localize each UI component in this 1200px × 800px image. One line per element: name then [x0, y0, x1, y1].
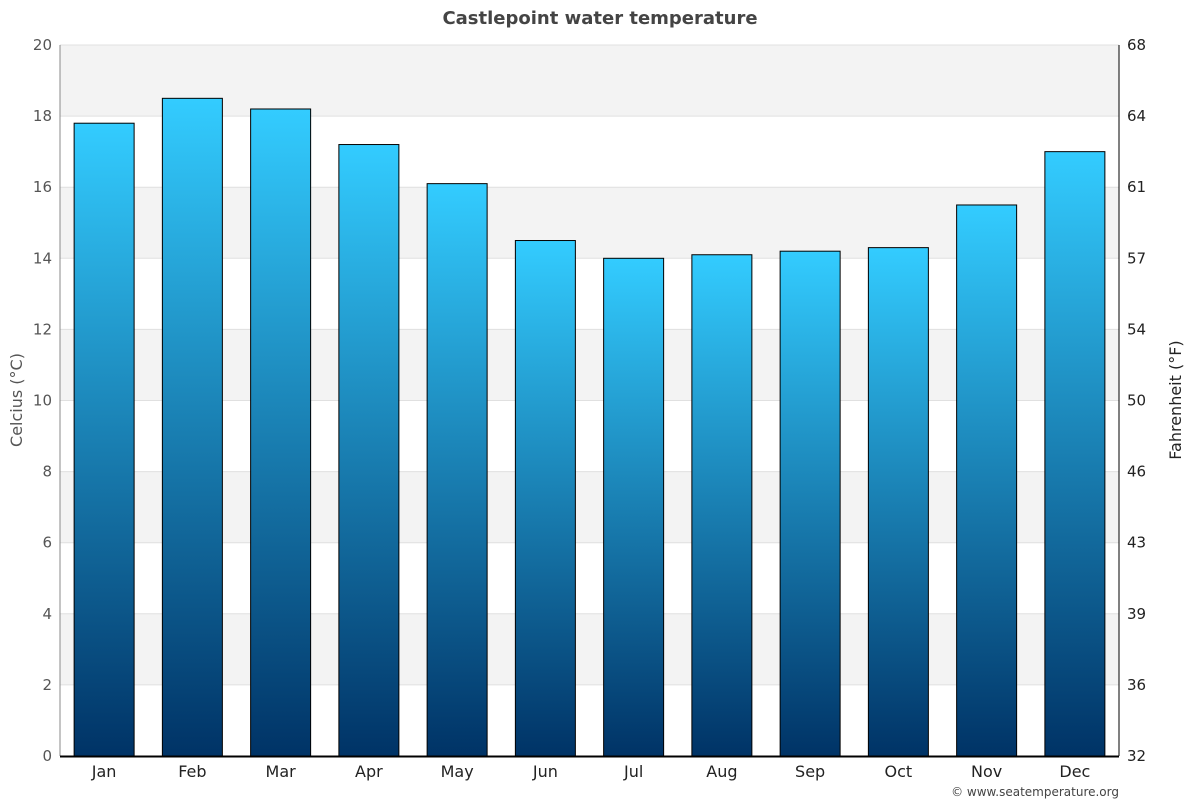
x-tick-label: May — [441, 762, 474, 781]
bar-oct — [867, 247, 929, 757]
y-tick-label: 8 — [42, 463, 52, 481]
x-tick-label: Jan — [91, 762, 117, 781]
y-tick-label: 2 — [42, 676, 52, 694]
x-tick-label: Mar — [266, 762, 297, 781]
x-tick-label: Feb — [178, 762, 206, 781]
grid-band — [60, 45, 1119, 117]
y-tick-label: 14 — [33, 249, 52, 267]
grid-band — [60, 187, 1119, 259]
y2-tick-label: 39 — [1127, 605, 1146, 623]
x-tick-label: Jul — [623, 762, 643, 781]
x-tick-label: Aug — [706, 762, 737, 781]
y-tick-label: 12 — [33, 320, 52, 338]
y2-tick-label: 43 — [1127, 534, 1146, 552]
grid-band — [60, 613, 1119, 685]
y2-tick-label: 54 — [1127, 320, 1146, 338]
x-tick-label: Apr — [355, 762, 383, 781]
y-tick-label: 6 — [42, 534, 52, 552]
y2-tick-label: 61 — [1127, 178, 1146, 196]
y2-tick-label: 46 — [1127, 463, 1146, 481]
y-tick-label: 18 — [33, 107, 52, 125]
bar-may — [426, 183, 488, 757]
bar-jan — [73, 122, 135, 757]
grid-band — [60, 329, 1119, 401]
x-tick-label: Oct — [885, 762, 913, 781]
y2-tick-label: 68 — [1127, 36, 1146, 54]
bar-jul — [603, 257, 665, 757]
credit: © www.seatemperature.org — [951, 785, 1119, 799]
x-tick-label: Sep — [795, 762, 825, 781]
y-axis-label: Celcius (°C) — [7, 353, 26, 447]
y2-axis-label: Fahrenheit (°F) — [1166, 340, 1185, 459]
y2-tick-label: 36 — [1127, 676, 1146, 694]
x-tick-label: Dec — [1059, 762, 1090, 781]
x-tick-label: Jun — [532, 762, 558, 781]
y-tick-label: 0 — [42, 747, 52, 765]
bar-jun — [514, 240, 576, 757]
bar-apr — [338, 144, 400, 757]
x-tick-label: Nov — [971, 762, 1002, 781]
bar-aug — [691, 254, 753, 757]
y2-tick-label: 57 — [1127, 249, 1146, 267]
y2-tick-label: 64 — [1127, 107, 1146, 125]
y2-tick-label: 50 — [1127, 392, 1146, 410]
bar-sep — [779, 250, 841, 757]
y-tick-label: 20 — [33, 36, 52, 54]
bar-mar — [250, 108, 312, 757]
y-tick-label: 4 — [42, 605, 52, 623]
bar-nov — [956, 204, 1018, 757]
bar-feb — [161, 97, 223, 757]
y-tick-label: 10 — [33, 392, 52, 410]
grid-band — [60, 471, 1119, 543]
y2-tick-label: 32 — [1127, 747, 1146, 765]
y-tick-label: 16 — [33, 178, 52, 196]
chart-title: Castlepoint water temperature — [442, 8, 757, 29]
bar-dec — [1044, 151, 1106, 757]
